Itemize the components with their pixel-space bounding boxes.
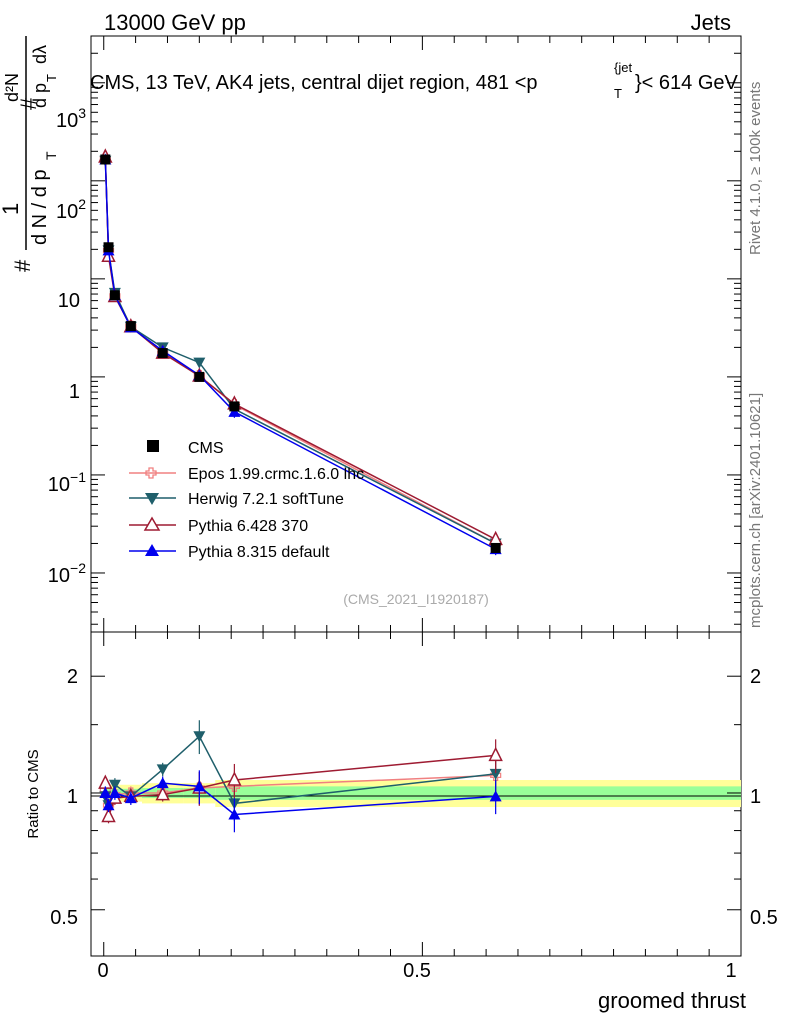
ratio-point-pythia	[98, 774, 113, 789]
y-label-hash-1: #	[10, 259, 35, 272]
legend-label-herwig: Herwig 7.2.1 softTune	[188, 491, 344, 508]
ratio-tick-label-05-left: 0.5	[50, 907, 78, 929]
category-label: Jets	[691, 10, 731, 35]
plot-title: CMS, 13 TeV, AK4 jets, central dijet reg…	[90, 60, 739, 101]
ratio-point-herwig	[489, 768, 502, 780]
data-point-herwig	[193, 357, 206, 369]
data-point-cms	[229, 401, 240, 412]
main-plot-frame	[90, 35, 742, 633]
mcplots-label: mcplots.cern.ch [arXiv:2401.10621]	[747, 393, 764, 628]
ratio-point-pythia	[489, 790, 502, 802]
y-tick-label-1: 1	[69, 381, 80, 403]
ratio-point-pythia	[101, 807, 116, 823]
ratio-tick-label-2-left: 2	[67, 666, 78, 688]
legend-marker-pythia8	[145, 544, 159, 556]
data-point-cms	[194, 371, 205, 382]
ratio-axis-ticks	[91, 632, 742, 956]
data-point-pythia	[488, 530, 503, 546]
plot-title-main: CMS, 13 TeV, AK4 jets, central dijet reg…	[90, 72, 538, 94]
main-y-tick-labels: 10−2 10−1 1 10 102 103	[48, 105, 86, 587]
ratio-series-pythia	[99, 770, 502, 833]
y-tick-exp-1e3: 3	[78, 105, 86, 121]
rivet-label: Rivet 4.1.0, ≥ 100k events	[747, 82, 764, 255]
main-y-axis-label: # 1 d N / d p T # d²N d p T dλ	[0, 36, 59, 272]
ratio-point-pythia	[124, 792, 137, 804]
ratio-point-pythia	[108, 786, 121, 798]
y-label-hash-2: #	[16, 97, 41, 110]
ratio-point-herwig	[108, 779, 121, 791]
ratio-point-pythia	[102, 799, 115, 811]
legend-marker-cms	[147, 440, 159, 452]
y-label-denominator-sub-2: T	[44, 74, 59, 82]
legend-marker-herwig	[145, 493, 159, 505]
y-label-numerator-2: d²N	[2, 73, 22, 102]
ratio-tick-label-05-right: 0.5	[750, 907, 778, 929]
y-tick-exp-1e2: 2	[78, 196, 86, 212]
y-label-numerator-1: 1	[0, 203, 23, 215]
data-point-cms	[157, 348, 168, 359]
y-tick-label-1e-1: 10−1	[48, 469, 86, 496]
legend: CMS Epos 1.99.crmc.1.6.0 lhc Herwig 7.2.…	[129, 440, 364, 561]
energy-label: 13000 GeV pp	[104, 10, 246, 35]
data-point-cms	[109, 290, 120, 301]
ratio-tick-label-2-right: 2	[750, 666, 761, 688]
plot-title-superscript: {jet	[614, 60, 632, 75]
x-tick-label-1: 1	[725, 960, 736, 982]
legend-label-pythia6: Pythia 6.428 370	[188, 518, 308, 535]
ratio-point-pythia	[156, 777, 169, 789]
plot-title-subscript: T	[614, 86, 622, 101]
ratio-point-pythia	[193, 780, 206, 792]
ratio-point-pythia	[99, 786, 112, 798]
ratio-y-axis-label: Ratio to CMS	[25, 749, 42, 838]
x-tick-labels: 0 0.5 1	[97, 960, 736, 982]
ratio-y-tick-labels: 2 1 0.5 2 1 0.5	[50, 666, 778, 929]
ratio-point-pythia	[227, 771, 242, 786]
ratio-tick-label-1-left: 1	[67, 786, 78, 808]
ratio-tick-label-1-right: 1	[750, 786, 761, 808]
series-cms	[100, 154, 501, 553]
legend-marker-epos	[145, 467, 157, 479]
legend-label-epos: Epos 1.99.crmc.1.6.0 lhc	[188, 466, 364, 483]
main-axis-ticks	[91, 35, 742, 632]
y-label-denominator-1: d N / d p	[29, 169, 51, 245]
plot-title-end: }< 614 GeV	[635, 72, 739, 94]
ratio-point-pythia	[488, 746, 503, 762]
data-point-cms	[100, 154, 111, 165]
y-tick-label-1e3: 103	[56, 105, 86, 132]
y-tick-label-1e2: 102	[56, 196, 86, 223]
x-axis-label: groomed thrust	[598, 988, 746, 1013]
x-tick-label-0: 0	[97, 960, 108, 982]
y-label-lambda: dλ	[30, 45, 50, 64]
ratio-point-herwig	[193, 731, 206, 743]
legend-label-cms: CMS	[188, 440, 224, 457]
y-tick-exp-1e-2: −2	[70, 560, 86, 576]
ratio-point-pythia	[155, 785, 170, 801]
x-tick-label-05: 0.5	[403, 960, 431, 982]
y-label-denominator-sub-1: T	[43, 151, 59, 160]
y-tick-exp-1e-1: −1	[70, 469, 86, 485]
series-line-pythia	[104, 159, 497, 550]
data-point-cms	[490, 542, 501, 553]
y-tick-label-1e-2: 10−2	[48, 560, 86, 587]
legend-marker-pythia6	[143, 516, 161, 531]
y-label-denominator-2: d p	[30, 83, 50, 108]
legend-label-pythia8: Pythia 8.315 default	[188, 544, 330, 561]
data-point-cms	[125, 321, 136, 332]
y-tick-label-10: 10	[58, 290, 80, 312]
ratio-point-herwig	[156, 764, 169, 776]
data-point-cms	[103, 242, 114, 253]
ratio-point-pythia	[228, 808, 241, 820]
main-series-layer	[98, 148, 503, 556]
analysis-id: (CMS_2021_I1920187)	[343, 591, 489, 607]
ratio-series-layer	[98, 720, 503, 833]
